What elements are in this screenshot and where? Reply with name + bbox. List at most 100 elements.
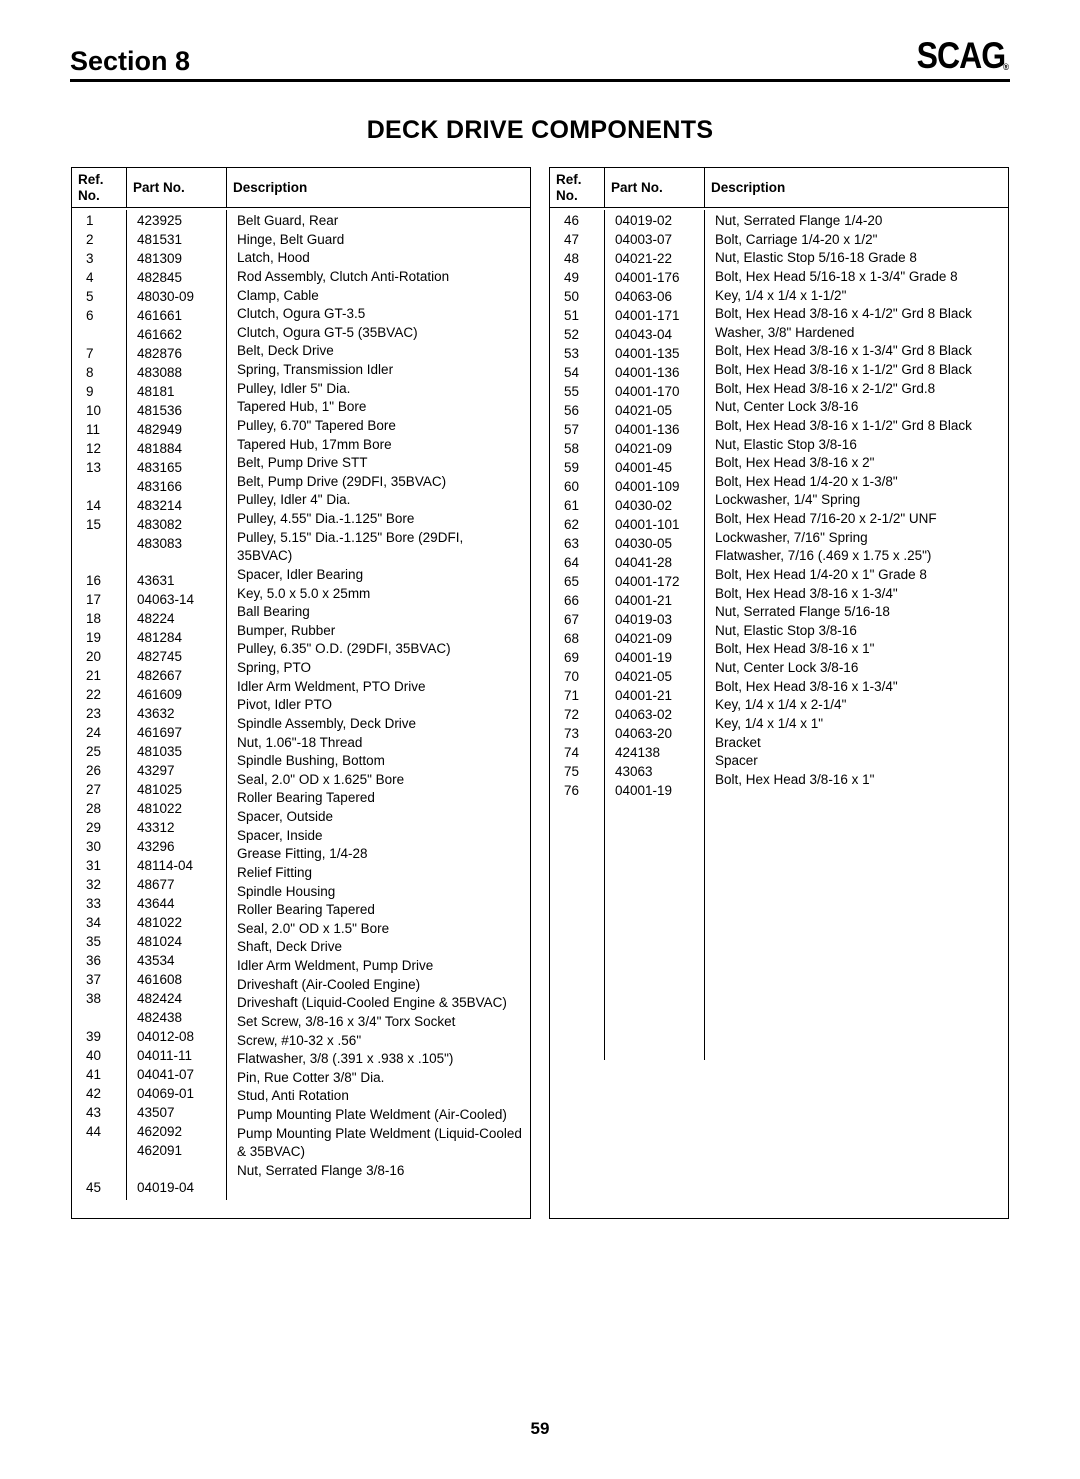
desc-cell: Hinge, Belt Guard [237,231,522,250]
desc-cell: Set Screw, 3/8-16 x 3/4" Torx Socket [237,1013,522,1032]
part-cell: 482438 [137,1009,220,1028]
part-cell: 04001-19 [615,649,698,668]
desc-cell: Pump Mounting Plate Weldment (Air-Cooled… [237,1106,522,1125]
desc-cell: Washer, 3/8" Hardened [715,324,1000,343]
desc-column: Belt Guard, RearHinge, Belt GuardLatch, … [227,210,530,1200]
ref-cell: 15 [86,516,120,535]
part-cell: 481024 [137,933,220,952]
part-cell: 482424 [137,990,220,1009]
desc-cell: Belt Guard, Rear [237,212,522,231]
desc-cell: Flatwasher, 7/16 (.469 x 1.75 x .25") [715,547,1000,566]
col-header-ref: Ref. No. [72,168,127,207]
part-cell: 04001-19 [615,782,698,801]
ref-cell: 39 [86,1028,120,1047]
desc-cell: Bracket [715,734,1000,753]
desc-cell: Bolt, Hex Head 1/4-20 x 1-3/8" [715,473,1000,492]
ref-cell: 30 [86,838,120,857]
part-cell: 04069-01 [137,1085,220,1104]
part-cell: 04001-176 [615,269,698,288]
ref-cell: 67 [564,611,598,630]
desc-cell: Bolt, Carriage 1/4-20 x 1/2" [715,231,1000,250]
part-cell: 462092 [137,1123,220,1142]
ref-cell: 18 [86,610,120,629]
part-cell: 04001-171 [615,307,698,326]
ref-cell: 49 [564,269,598,288]
part-cell: 04021-22 [615,250,698,269]
ref-cell: 7 [86,345,120,364]
ref-cell: 55 [564,383,598,402]
desc-cell: Nut, Center Lock 3/8-16 [715,398,1000,417]
col-header-desc: Description [705,168,1008,207]
desc-cell: Lockwasher, 7/16" Spring [715,529,1000,548]
ref-cell: 72 [564,706,598,725]
desc-cell: Pulley, 4.55" Dia.-1.125" Bore [237,510,522,529]
ref-cell: 14 [86,497,120,516]
desc-cell: Tapered Hub, 1" Bore [237,398,522,417]
ref-cell: 65 [564,573,598,592]
part-cell: 04019-04 [137,1179,220,1198]
desc-cell: Bolt, Hex Head 3/8-16 x 1" [715,771,1000,790]
ref-cell: 40 [86,1047,120,1066]
part-cell: 43296 [137,838,220,857]
ref-column: 4647484950515253545556575859606162636465… [550,210,605,1060]
desc-cell: Idler Arm Weldment, PTO Drive [237,678,522,697]
col-header-ref-line2: No. [556,188,578,203]
part-cell: 04021-09 [615,440,698,459]
ref-cell: 3 [86,250,120,269]
section-label: Section 8 [70,46,190,77]
desc-cell: Bolt, Hex Head 3/8-16 x 1-3/4" [715,585,1000,604]
ref-cell: 57 [564,421,598,440]
desc-cell: Seal, 2.0" OD x 1.5" Bore [237,920,522,939]
desc-cell: Bolt, Hex Head 3/8-16 x 1-3/4" [715,678,1000,697]
part-cell: 482949 [137,421,220,440]
ref-cell: 44 [86,1123,120,1142]
ref-cell: 51 [564,307,598,326]
ref-cell: 48 [564,250,598,269]
ref-cell: 2 [86,231,120,250]
ref-cell: 27 [86,781,120,800]
part-cell: 48224 [137,610,220,629]
desc-cell: Nut, Center Lock 3/8-16 [715,659,1000,678]
part-cell: 483082 [137,516,220,535]
part-cell: 04001-21 [615,592,698,611]
desc-cell: Spindle Housing [237,883,522,902]
page-number: 59 [70,1419,1010,1439]
ref-cell: 9 [86,383,120,402]
part-cell: 04041-28 [615,554,698,573]
desc-cell: Nut, Serrated Flange 3/8-16 [237,1162,522,1181]
ref-cell: 11 [86,421,120,440]
ref-cell: 22 [86,686,120,705]
col-header-ref: Ref. No. [550,168,605,207]
desc-cell: Stud, Anti Rotation [237,1087,522,1106]
brand-logo: SCAG® [917,34,1010,77]
part-cell: 481309 [137,250,220,269]
desc-cell: Pivot, Idler PTO [237,696,522,715]
part-cell: 423925 [137,212,220,231]
part-cell: 482876 [137,345,220,364]
ref-cell [86,1009,120,1028]
ref-cell: 52 [564,326,598,345]
part-cell: 04001-45 [615,459,698,478]
desc-cell: Bolt, Hex Head 5/16-18 x 1-3/4" Grade 8 [715,268,1000,287]
part-cell: 43632 [137,705,220,724]
part-cell: 04043-04 [615,326,698,345]
part-cell: 481536 [137,402,220,421]
part-cell: 43631 [137,572,220,591]
ref-cell: 45 [86,1179,120,1198]
desc-cell: Latch, Hood [237,249,522,268]
ref-cell: 16 [86,572,120,591]
desc-cell: Nut, Serrated Flange 1/4-20 [715,212,1000,231]
desc-cell: Relief Fitting [237,864,522,883]
desc-cell: Spindle Assembly, Deck Drive [237,715,522,734]
desc-cell: Shaft, Deck Drive [237,938,522,957]
col-header-part: Part No. [605,168,705,207]
ref-cell: 29 [86,819,120,838]
ref-cell: 53 [564,345,598,364]
ref-cell: 73 [564,725,598,744]
ref-cell: 60 [564,478,598,497]
ref-cell: 19 [86,629,120,648]
ref-cell: 20 [86,648,120,667]
ref-cell: 8 [86,364,120,383]
ref-cell: 76 [564,782,598,801]
ref-cell: 47 [564,231,598,250]
